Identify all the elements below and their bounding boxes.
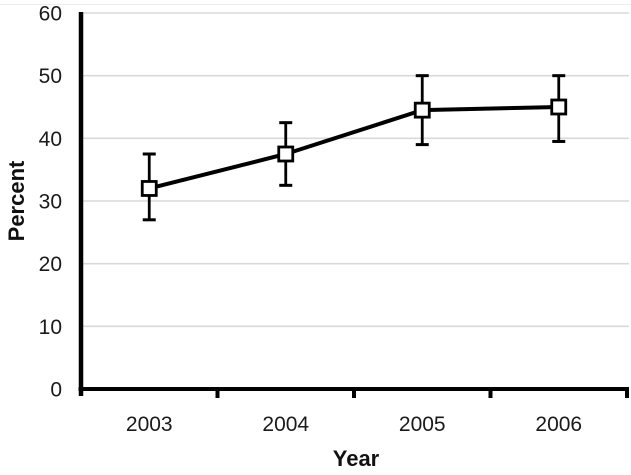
y-tick-label: 60 (39, 3, 62, 26)
figure-top-border (0, 4, 631, 5)
y-tick-label: 10 (39, 316, 62, 339)
x-tick-label: 2005 (399, 413, 446, 436)
data-point-marker (550, 98, 568, 116)
data-point-marker (140, 180, 158, 197)
data-point-marker (413, 101, 431, 119)
x-axis-title: Year (332, 446, 380, 471)
y-axis-title: Percent (4, 160, 29, 242)
x-tick-label: 2003 (126, 413, 173, 436)
x-tick-label: 2006 (535, 413, 582, 436)
y-tick-label: 40 (39, 128, 62, 151)
data-point-marker (277, 145, 295, 163)
y-tick-label: 20 (39, 253, 62, 276)
series-line (148, 105, 559, 191)
y-tick-label: 0 (50, 379, 62, 402)
y-tick-label: 50 (39, 65, 62, 88)
y-tick-label: 30 (39, 191, 62, 214)
x-tick-label: 2004 (262, 413, 309, 436)
